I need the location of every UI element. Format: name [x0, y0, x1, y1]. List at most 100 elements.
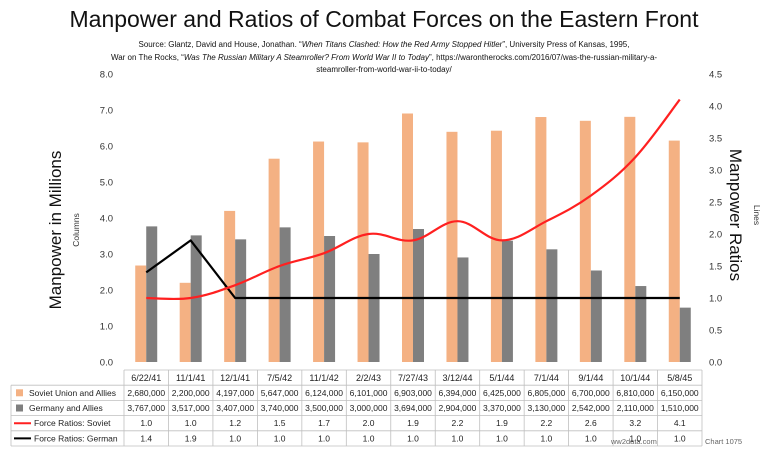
legend-series-name: Force Ratios: German: [34, 433, 118, 443]
table-data-label: 3,517,000: [172, 403, 210, 413]
x-category-label: 2/2/43: [356, 373, 381, 383]
table-data-label: 4.1: [674, 418, 686, 428]
legend-series-name: Soviet Union and Allies: [29, 388, 116, 398]
y-right-tick-label: 4.0: [709, 102, 722, 113]
x-category-label: 11/1/41: [176, 373, 205, 383]
table-data-label: 1.9: [407, 418, 419, 428]
bar-germany-and-allies: [368, 254, 380, 362]
chart-title: Manpower and Ratios of Combat Forces on …: [69, 6, 699, 32]
table-data-label: 6,425,000: [483, 388, 521, 398]
source-prefix-2: War on The Rocks, “: [110, 52, 184, 62]
table-data-label: 2.0: [363, 418, 375, 428]
table-data-label: 1.0: [540, 433, 552, 443]
y-right-tick-label: 2.0: [709, 230, 722, 241]
y-right-tick-label: 3.0: [709, 166, 722, 177]
bar-germany-and-allies: [590, 270, 602, 362]
source-prefix: Source: Glantz, David and House, Jonatha…: [138, 40, 302, 49]
table-data-label: 1.0: [629, 433, 641, 443]
y-left-tick-label: 8.0: [100, 70, 113, 81]
table-data-label: 2,680,000: [127, 388, 165, 398]
legend-series-name: Germany and Allies: [29, 403, 103, 413]
x-category-label: 7/1/44: [534, 373, 559, 383]
table-data-label: 1.0: [496, 433, 508, 443]
x-category-label: 5/8/45: [667, 373, 692, 383]
table-data-label: 5,647,000: [261, 388, 299, 398]
table-data-label: 3,500,000: [305, 403, 343, 413]
bar-germany-and-allies: [279, 227, 291, 362]
y-left-tick-label: 7.0: [100, 106, 113, 117]
table-data-label: 1.0: [363, 433, 375, 443]
table-data-label: 4,197,000: [216, 388, 254, 398]
y-right-tick-label: 4.5: [709, 70, 722, 81]
y-left-tick-label: 0.0: [100, 358, 113, 369]
footer-chart-id: Chart 1075: [705, 437, 743, 446]
legend-swatch: [16, 389, 23, 397]
bar-germany-and-allies: [190, 235, 202, 362]
bar-soviet-union-and-allies: [179, 282, 191, 362]
table-data-label: 1.9: [185, 433, 197, 443]
x-category-label: 5/1/44: [489, 373, 514, 383]
y-right-tick-label: 2.5: [709, 198, 722, 209]
bar-germany-and-allies: [413, 229, 424, 362]
table-data-label: 1.0: [229, 433, 241, 443]
bar-germany-and-allies: [501, 240, 513, 362]
bar-germany-and-allies: [235, 239, 247, 362]
line-force-ratios-german: [145, 239, 680, 300]
x-category-label: 11/1/42: [309, 373, 338, 383]
table-data-label: 2,904,000: [439, 403, 477, 413]
x-category-label: 3/12/44: [442, 373, 472, 383]
table-data-label: 6,903,000: [394, 388, 432, 398]
bar-soviet-union-and-allies: [624, 116, 636, 362]
source-line-3: steamroller-from-world-war-ii-to-today/: [0, 64, 768, 77]
table-data-label: 2.2: [540, 418, 552, 428]
table-data-label: 1.0: [674, 433, 686, 443]
y-left-tick-label: 6.0: [100, 142, 113, 153]
source-url-part-2: steamroller-from-world-war-ii-to-today/: [316, 65, 452, 74]
y-right-tick-label: 0.0: [709, 358, 722, 369]
table-data-label: 6,805,000: [527, 388, 565, 398]
chart-source: Source: Glantz, David and House, Jonatha…: [0, 39, 768, 77]
source-book-title: When Titans Clashed: How the Red Army St…: [301, 40, 503, 49]
bar-soviet-union-and-allies: [268, 158, 280, 362]
x-category-label: 10/1/44: [620, 373, 650, 383]
table-data-label: 6,124,000: [305, 388, 343, 398]
table-data-label: 3,130,000: [527, 403, 565, 413]
line-force-ratios-soviet: [146, 98, 681, 301]
table-data-label: 6,101,000: [350, 388, 388, 398]
table-data-label: 1.0: [274, 433, 286, 443]
table-data-label: 3,740,000: [261, 403, 299, 413]
table-data-label: 1.0: [585, 433, 597, 443]
table-data-label: 2,200,000: [172, 388, 210, 398]
table-data-label: 1.4: [140, 433, 152, 443]
bar-germany-and-allies: [679, 307, 691, 362]
table-data-label: 3,370,000: [483, 403, 521, 413]
bar-soviet-union-and-allies: [446, 131, 458, 362]
bar-germany-and-allies: [546, 249, 558, 362]
bar-germany-and-allies: [457, 257, 469, 362]
y-left-tick-label: 1.0: [100, 322, 113, 333]
table-data-label: 2.6: [585, 418, 597, 428]
source-url-part-1: ”, https://warontherocks.com/2016/07/was…: [428, 52, 658, 62]
bar-soviet-union-and-allies: [490, 130, 502, 362]
bar-soviet-union-and-allies: [668, 140, 680, 362]
y-left-tick-label: 3.0: [100, 250, 113, 261]
y-right-tick-label: 0.5: [709, 326, 722, 337]
bar-germany-and-allies: [146, 226, 158, 362]
table-data-label: 1.0: [185, 418, 197, 428]
table-data-label: 6,810,000: [616, 388, 654, 398]
table-data-label: 1.7: [318, 418, 330, 428]
x-category-label: 12/1/41: [220, 373, 250, 383]
table-data-label: 1.0: [140, 418, 152, 428]
table-data-label: 6,394,000: [439, 388, 477, 398]
bar-soviet-union-and-allies: [313, 141, 325, 362]
y-left-tick-label: 5.0: [100, 178, 113, 189]
y-right-tick-label: 1.0: [709, 294, 722, 305]
table-data-label: 1.9: [496, 418, 508, 428]
table-data-label: 1.5: [274, 418, 286, 428]
table-data-label: 1.0: [452, 433, 464, 443]
table-data-label: 6,700,000: [572, 388, 610, 398]
table-data-label: 1.0: [318, 433, 330, 443]
legend-series-name: Force Ratios: Soviet: [34, 418, 111, 428]
footer-site: ww2data.com: [611, 437, 657, 446]
